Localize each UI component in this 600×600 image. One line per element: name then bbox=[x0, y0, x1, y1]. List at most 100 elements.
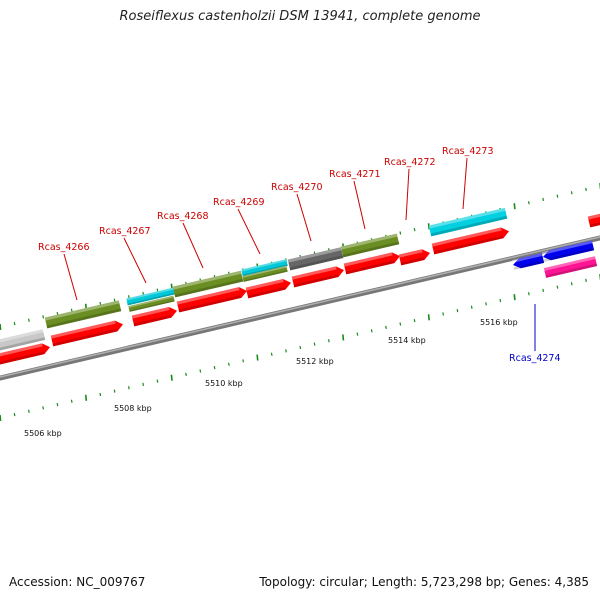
scale-tick bbox=[42, 406, 45, 410]
feature-red-gene-d bbox=[176, 287, 248, 313]
leader-line bbox=[237, 208, 261, 255]
feature-olive-4268 bbox=[172, 270, 244, 298]
leader-line bbox=[353, 180, 366, 230]
scale-tick bbox=[70, 399, 73, 403]
scale-tick bbox=[527, 201, 530, 205]
feature-magenta-4274 bbox=[543, 256, 598, 278]
gene-label-rcas-4269[interactable]: Rcas_4269 bbox=[213, 197, 265, 208]
genome-backbone bbox=[0, 235, 600, 381]
feature-cyan-4273 bbox=[428, 207, 508, 237]
gene-label-rcas-4271[interactable]: Rcas_4271 bbox=[329, 169, 381, 180]
scale-tick bbox=[456, 308, 459, 313]
feature-cyan-4269 bbox=[241, 259, 288, 277]
feature-olive-4267 bbox=[128, 295, 175, 312]
scale-tick bbox=[56, 311, 59, 316]
scale-tick bbox=[442, 312, 445, 316]
scale-tick bbox=[70, 308, 73, 312]
scale-tick bbox=[413, 319, 416, 323]
scale-tick bbox=[385, 325, 387, 329]
gene-label-rcas-4272[interactable]: Rcas_4272 bbox=[384, 157, 436, 168]
scale-tick bbox=[370, 329, 373, 333]
scale-tick bbox=[585, 187, 587, 191]
feature-blue-4274a bbox=[511, 253, 545, 270]
scale-tick bbox=[427, 223, 430, 230]
scale-tick bbox=[0, 323, 2, 331]
scale-tick bbox=[585, 278, 587, 282]
feature-olive-4269 bbox=[242, 265, 288, 282]
scale-tick bbox=[156, 379, 159, 383]
scale-tick bbox=[513, 294, 516, 301]
feature-olive-4271 bbox=[340, 233, 400, 258]
scale-tick bbox=[142, 382, 145, 387]
scale-tick bbox=[170, 374, 173, 381]
feature-red-gene-f bbox=[291, 266, 345, 288]
scale-tick bbox=[327, 339, 330, 343]
scale-tick bbox=[256, 354, 259, 361]
gene-label-rcas-4266[interactable]: Rcas_4266 bbox=[38, 242, 90, 253]
scale-tick bbox=[485, 302, 487, 306]
leader-line bbox=[123, 237, 147, 284]
scale-tick bbox=[213, 366, 216, 370]
scale-tick bbox=[42, 315, 45, 319]
feature-grey-block bbox=[0, 329, 46, 352]
scale-tick bbox=[527, 292, 530, 296]
scale-tick bbox=[27, 318, 30, 322]
scale-tick bbox=[185, 372, 187, 376]
scale-label-5510: 5510 kbp bbox=[205, 379, 243, 388]
scale-tick bbox=[113, 298, 116, 302]
map-title: Roseiflexus castenholzii DSM 13941, comp… bbox=[119, 9, 481, 24]
scale-tick bbox=[570, 282, 573, 286]
gene-label-rcas-4268[interactable]: Rcas_4268 bbox=[157, 211, 209, 222]
scale-tick bbox=[84, 394, 88, 401]
gene-label-rcas-4274[interactable]: Rcas_4274 bbox=[509, 353, 561, 364]
scale-tick bbox=[570, 191, 573, 195]
feature-red-gene-g bbox=[343, 252, 401, 275]
feature-olive-4266 bbox=[44, 300, 122, 329]
scale-tick bbox=[13, 413, 16, 417]
scale-tick bbox=[413, 228, 416, 232]
scale-tick bbox=[142, 291, 145, 296]
scale-tick bbox=[556, 285, 559, 289]
gene-label-rcas-4270[interactable]: Rcas_4270 bbox=[271, 182, 323, 193]
scale-tick bbox=[542, 288, 545, 293]
scale-tick bbox=[127, 295, 130, 299]
leader-line bbox=[405, 168, 410, 221]
leader-line bbox=[182, 222, 204, 269]
scale-label-5516: 5516 kbp bbox=[480, 318, 518, 327]
gene-label-rcas-4267[interactable]: Rcas_4267 bbox=[99, 226, 151, 237]
leader-line bbox=[296, 193, 312, 242]
scale-tick bbox=[113, 389, 116, 393]
scale-label-5512: 5512 kbp bbox=[296, 357, 334, 366]
feature-blue-4274b bbox=[541, 240, 595, 262]
scale-tick bbox=[513, 203, 516, 210]
scale-tick bbox=[499, 298, 502, 303]
scale-label-5506: 5506 kbp bbox=[24, 429, 62, 438]
backbone-highlight bbox=[0, 236, 600, 378]
scale-tick bbox=[542, 197, 545, 202]
scale-tick bbox=[199, 369, 202, 373]
scale-labels: 5506 kbp 5508 kbp 5510 kbp 5512 kbp 5514 kbp… bbox=[24, 318, 518, 438]
scale-tick bbox=[399, 231, 402, 235]
scale-tick bbox=[156, 288, 159, 292]
scale-tick bbox=[99, 392, 102, 397]
feature-track bbox=[0, 207, 600, 366]
feature-red-edge bbox=[587, 212, 600, 228]
feature-red-gene-e bbox=[245, 278, 292, 299]
feature-red-gene-i bbox=[431, 227, 509, 255]
scale-tick bbox=[556, 194, 559, 198]
leader-line bbox=[63, 253, 78, 301]
feature-red-gene-a bbox=[0, 343, 51, 366]
feature-dark-4270 bbox=[287, 247, 344, 271]
scale-tick bbox=[285, 349, 287, 353]
scale-tick bbox=[270, 352, 273, 356]
scale-tick bbox=[242, 359, 245, 363]
gene-label-rcas-4273[interactable]: Rcas_4273 bbox=[442, 146, 494, 157]
leader-line bbox=[462, 157, 468, 210]
scale-tick bbox=[356, 332, 359, 336]
scale-tick bbox=[313, 342, 316, 346]
feature-red-gene-h bbox=[398, 249, 431, 266]
scale-tick bbox=[427, 314, 430, 321]
scale-tick bbox=[99, 301, 102, 306]
scale-tick bbox=[227, 362, 230, 366]
